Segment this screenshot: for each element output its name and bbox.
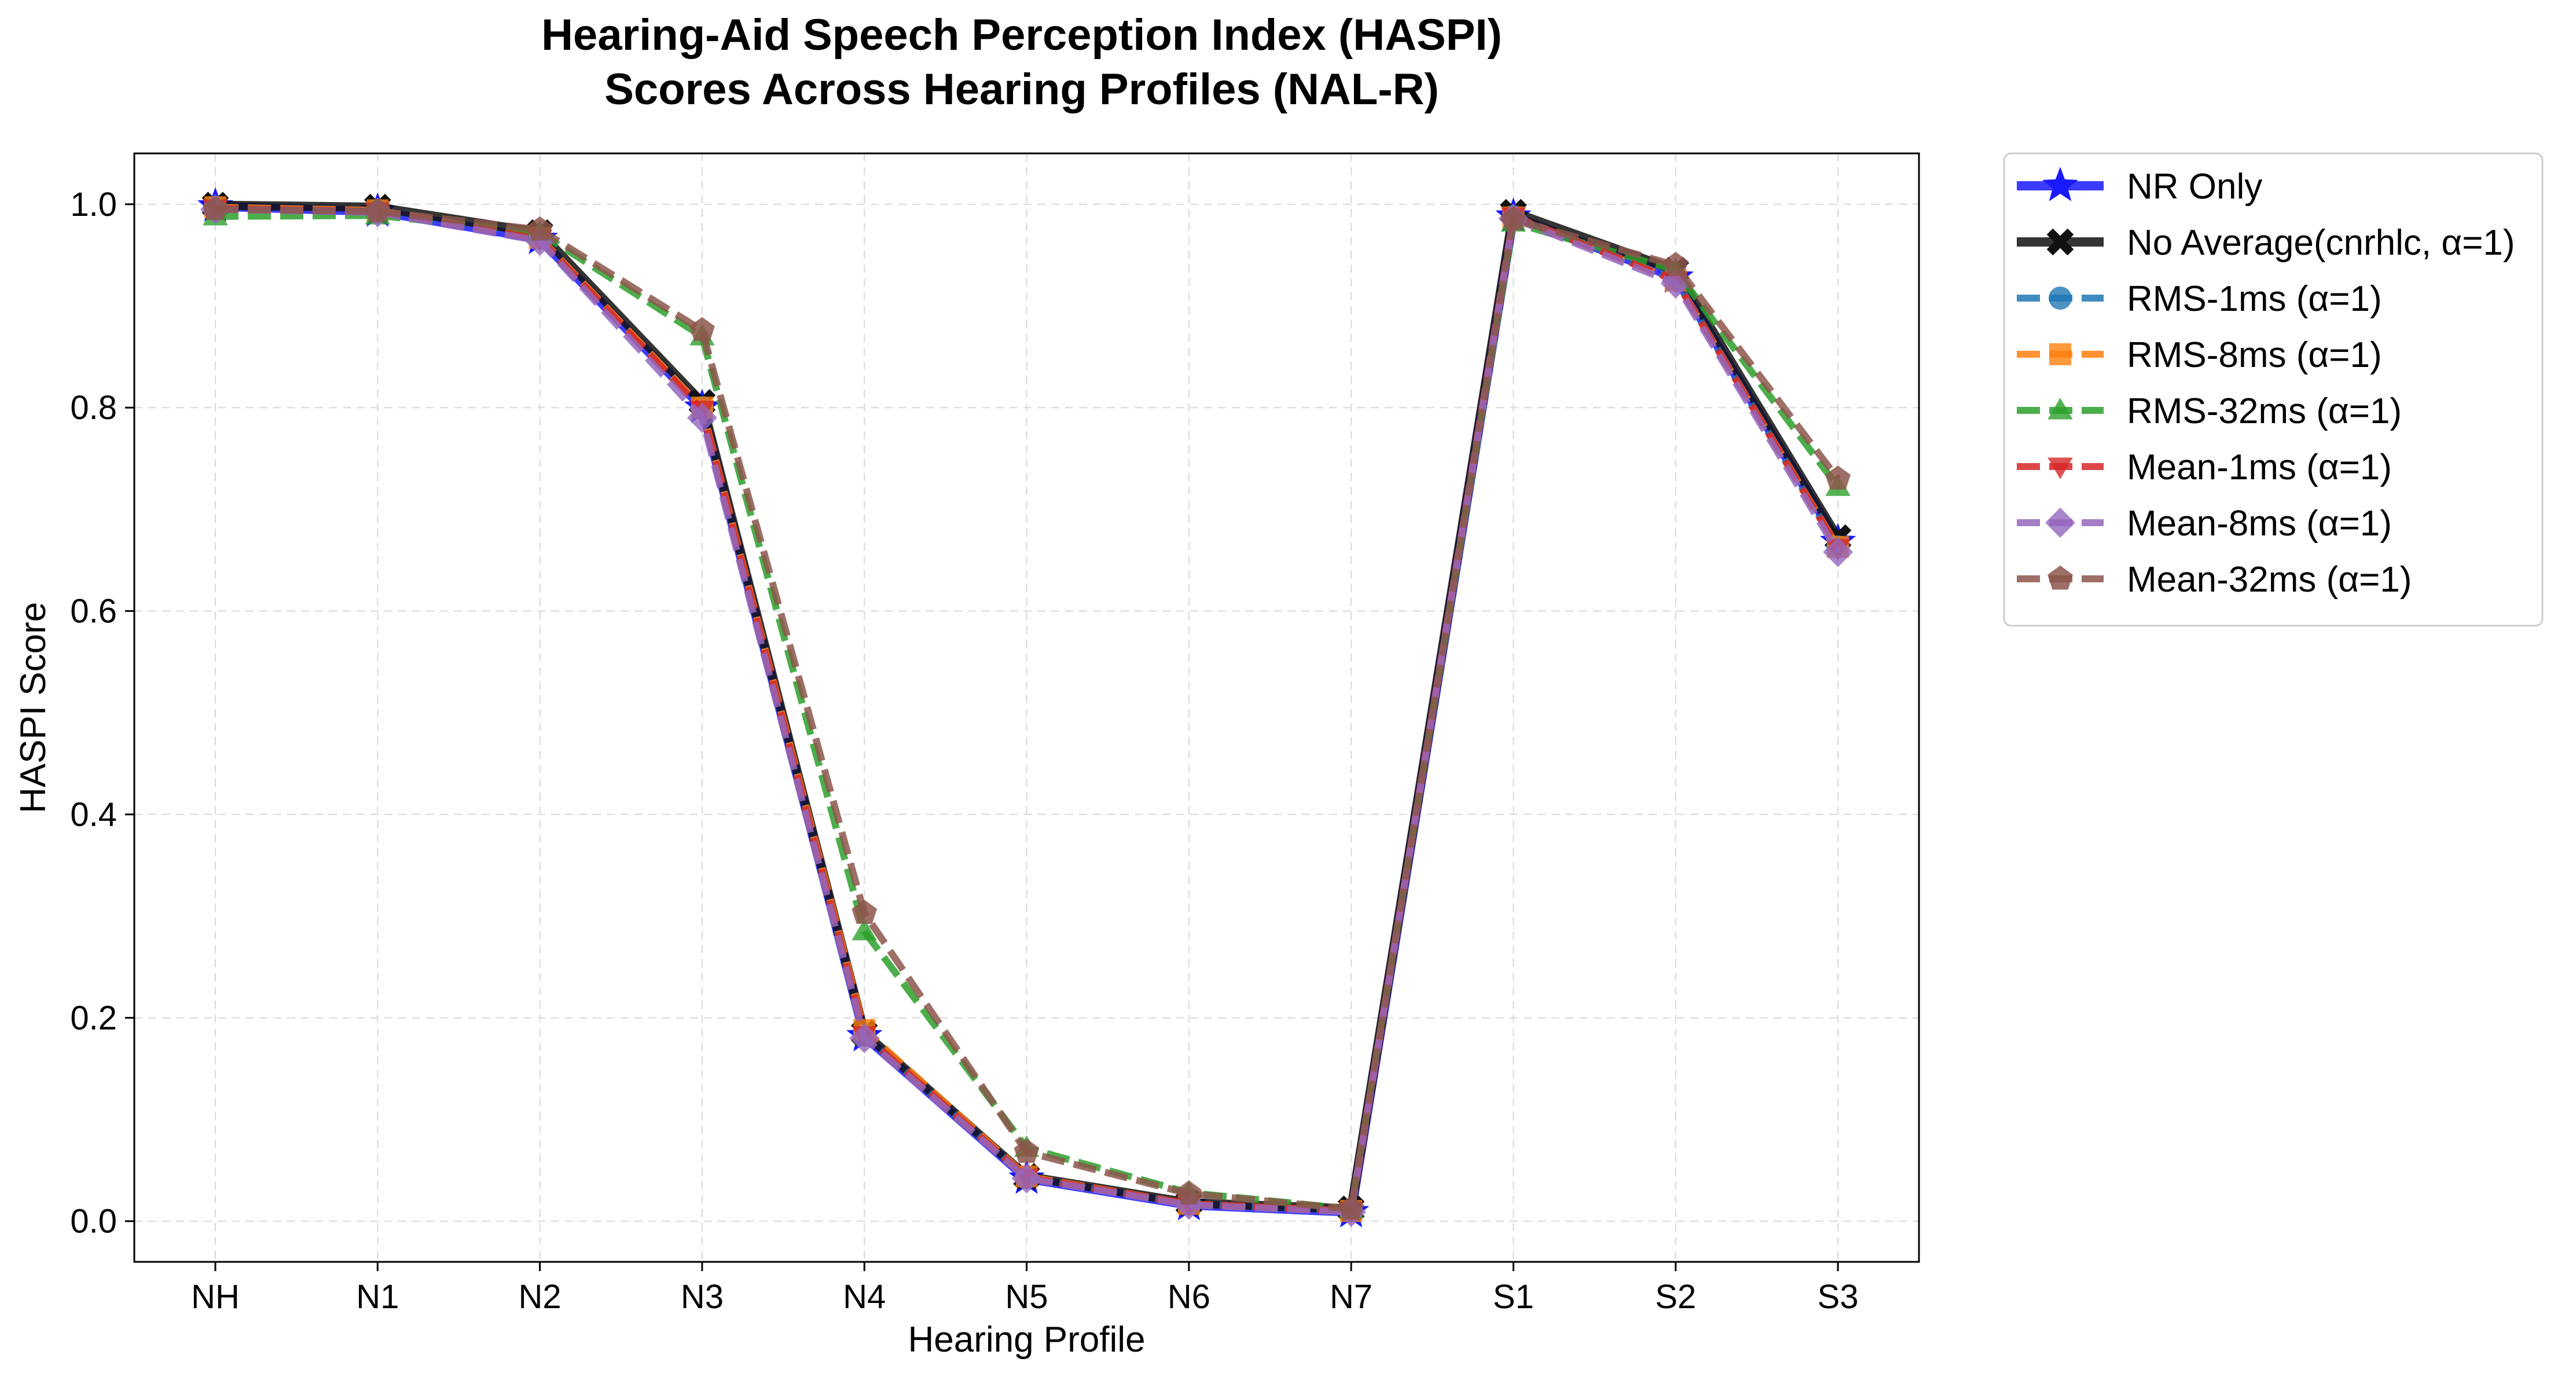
x-tick-label: N7 — [1330, 1278, 1373, 1316]
legend-marker — [2047, 398, 2073, 420]
x-tick-label: S1 — [1493, 1278, 1534, 1316]
x-tick-label: S2 — [1655, 1278, 1696, 1316]
x-tick-label: N1 — [356, 1278, 399, 1316]
data-point-marker — [1338, 1195, 1364, 1220]
y-tick-label: 0.0 — [70, 1203, 117, 1240]
data-point-marker — [527, 216, 553, 241]
data-point-marker — [365, 198, 391, 222]
legend-marker — [2047, 457, 2073, 479]
data-point-marker — [689, 317, 715, 342]
x-axis-label: Hearing Profile — [908, 1320, 1145, 1360]
legend-entry: NR Only — [2017, 167, 2262, 207]
data-point-marker — [849, 1023, 880, 1053]
legend-entry: No Average(cnrhlc, α=1) — [2017, 223, 2515, 263]
y-tick-label: 0.8 — [70, 389, 117, 427]
grid-lines — [134, 153, 1919, 1262]
legend-entry: RMS-1ms (α=1) — [2017, 279, 2382, 319]
legend-marker — [2047, 566, 2073, 590]
legend-marker — [2045, 508, 2075, 538]
data-point-marker — [203, 196, 228, 221]
legend-entry: RMS-8ms (α=1) — [2017, 335, 2382, 375]
y-tick-label: 0.4 — [70, 796, 117, 834]
data-point-marker — [1176, 1180, 1202, 1205]
x-tick-label: N5 — [1005, 1278, 1048, 1316]
legend-marker — [2049, 343, 2071, 365]
x-tick-label: N6 — [1168, 1278, 1210, 1316]
plot-series — [197, 187, 1856, 1228]
legend-label: Mean-32ms (α=1) — [2127, 560, 2412, 600]
data-point-marker — [1825, 465, 1851, 490]
legend-entry: Mean-32ms (α=1) — [2017, 560, 2412, 600]
data-point-marker — [1011, 1163, 1042, 1194]
y-tick-label: 0.2 — [70, 999, 117, 1037]
data-point-marker — [1500, 206, 1526, 230]
chart-title: Hearing-Aid Speech Perception Index (HAS… — [541, 10, 1502, 114]
legend-label: No Average(cnrhlc, α=1) — [2127, 223, 2515, 263]
legend-label: NR Only — [2127, 167, 2262, 207]
legend-marker — [2046, 228, 2074, 256]
x-tick-label: NH — [191, 1278, 240, 1316]
legend-label: RMS-32ms (α=1) — [2127, 391, 2402, 431]
y-axis-label: HASPI Score — [13, 602, 53, 813]
plot-area-frame — [133, 152, 1920, 1263]
chart-title-line-2: Scores Across Hearing Profiles (NAL-R) — [604, 65, 1439, 114]
legend-label: RMS-8ms (α=1) — [2127, 335, 2382, 375]
x-tick-label: N2 — [519, 1278, 562, 1316]
legend-label: Mean-8ms (α=1) — [2127, 504, 2392, 544]
data-point-marker — [852, 900, 878, 924]
series-line — [215, 205, 1841, 1216]
axis-ticks: NH N1 N2 N3 N4 N5 N6 N7 S1 S2 S3 0.0 0.2 0.4 0.6 0.8 1.0 — [70, 186, 1858, 1316]
data-point-marker — [852, 919, 877, 941]
legend-marker — [2042, 167, 2079, 201]
legend-frame — [2003, 152, 2544, 627]
legend-entry: Mean-8ms (α=1) — [2017, 504, 2392, 544]
data-point-marker — [687, 402, 717, 433]
legend-label: Mean-1ms (α=1) — [2127, 447, 2392, 487]
y-tick-label: 0.6 — [70, 593, 117, 630]
data-point-marker — [1823, 537, 1853, 567]
legend: NR Only No Average(cnrhlc, α=1) RMS-1ms (α… — [2003, 152, 2544, 627]
series-7 — [203, 196, 1851, 1220]
y-tick-label: 1.0 — [70, 186, 117, 223]
legend-marker — [2049, 287, 2072, 310]
x-tick-label: S3 — [1818, 1278, 1859, 1316]
x-tick-label: N3 — [681, 1278, 724, 1316]
legend-entry: Mean-1ms (α=1) — [2017, 447, 2392, 487]
chart-title-line-1: Hearing-Aid Speech Perception Index (HAS… — [541, 10, 1502, 60]
legend-label: RMS-1ms (α=1) — [2127, 279, 2382, 319]
data-point-marker — [1014, 1139, 1040, 1163]
data-point-marker — [1663, 252, 1689, 276]
legend-entry: RMS-32ms (α=1) — [2017, 391, 2402, 431]
x-tick-label: N4 — [843, 1278, 886, 1316]
